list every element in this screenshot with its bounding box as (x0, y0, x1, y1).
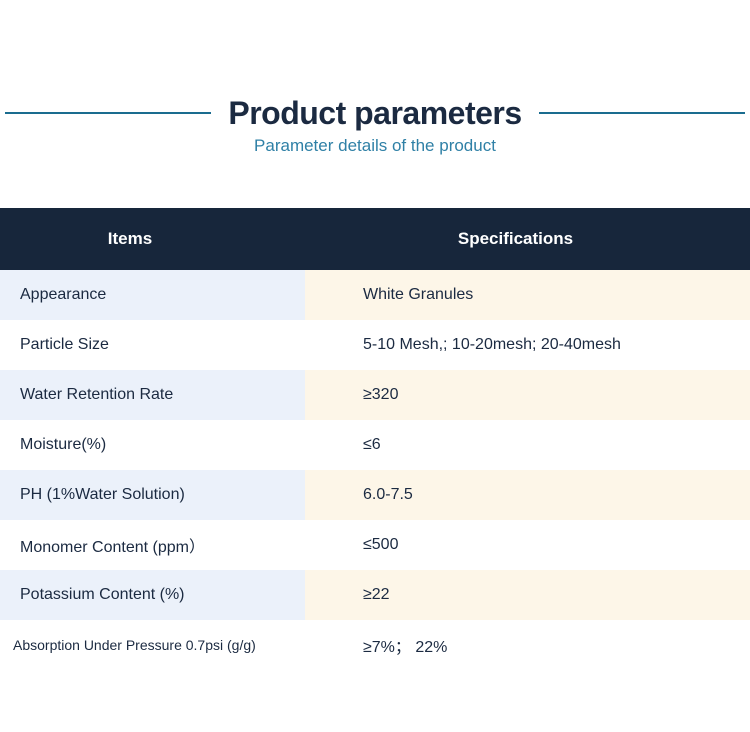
title-decorative-line-left (5, 112, 212, 114)
item-cell: Absorption Under Pressure 0.7psi (g/g) (13, 637, 256, 653)
item-cell: Potassium Content (%) (0, 570, 305, 620)
specifications-table: Items Specifications Appearance White Gr… (0, 208, 750, 670)
spec-cell: 5-10 Mesh,; 10-20mesh; 20-40mesh (363, 336, 621, 353)
spec-cell: White Granules (305, 270, 750, 320)
item-cell: Water Retention Rate (0, 370, 305, 420)
spec-cell: 6.0-7.5 (305, 470, 750, 520)
item-cell: Moisture(%) (20, 436, 107, 453)
spec-cell: ≤500 (363, 536, 399, 553)
table-body: Appearance White Granules Particle Size … (0, 270, 750, 670)
table-row: PH (1%Water Solution) 6.0-7.5 (0, 470, 750, 520)
table-row: Absorption Under Pressure 0.7psi (g/g) ≥… (0, 620, 750, 670)
page-subtitle: Parameter details of the product (254, 136, 496, 155)
title-decorative-line-right (538, 112, 746, 114)
table-row: Appearance White Granules (0, 270, 750, 320)
item-cell: Monomer Content (ppm） (20, 539, 205, 556)
item-cell: Appearance (0, 270, 305, 320)
page-title: Product parameters (228, 94, 522, 131)
table-header-row: Items Specifications (0, 208, 750, 270)
spec-cell: ≥22 (305, 570, 750, 620)
table-row: Particle Size 5-10 Mesh,; 10-20mesh; 20-… (0, 320, 750, 370)
column-header-specifications: Specifications (457, 229, 574, 248)
table-row: Monomer Content (ppm） ≤500 (0, 520, 750, 570)
spec-cell: ≥7%； 22% (363, 639, 448, 656)
table-row: Potassium Content (%) ≥22 (0, 570, 750, 620)
column-header-items: Items (107, 229, 153, 248)
item-cell: Particle Size (20, 336, 109, 353)
item-cell: PH (1%Water Solution) (0, 470, 305, 520)
title-row: Product parameters (0, 94, 750, 131)
table-row: Water Retention Rate ≥320 (0, 370, 750, 420)
spec-cell: ≤6 (363, 436, 381, 453)
table-row: Moisture(%) ≤6 (0, 420, 750, 470)
spec-cell: ≥320 (305, 370, 750, 420)
